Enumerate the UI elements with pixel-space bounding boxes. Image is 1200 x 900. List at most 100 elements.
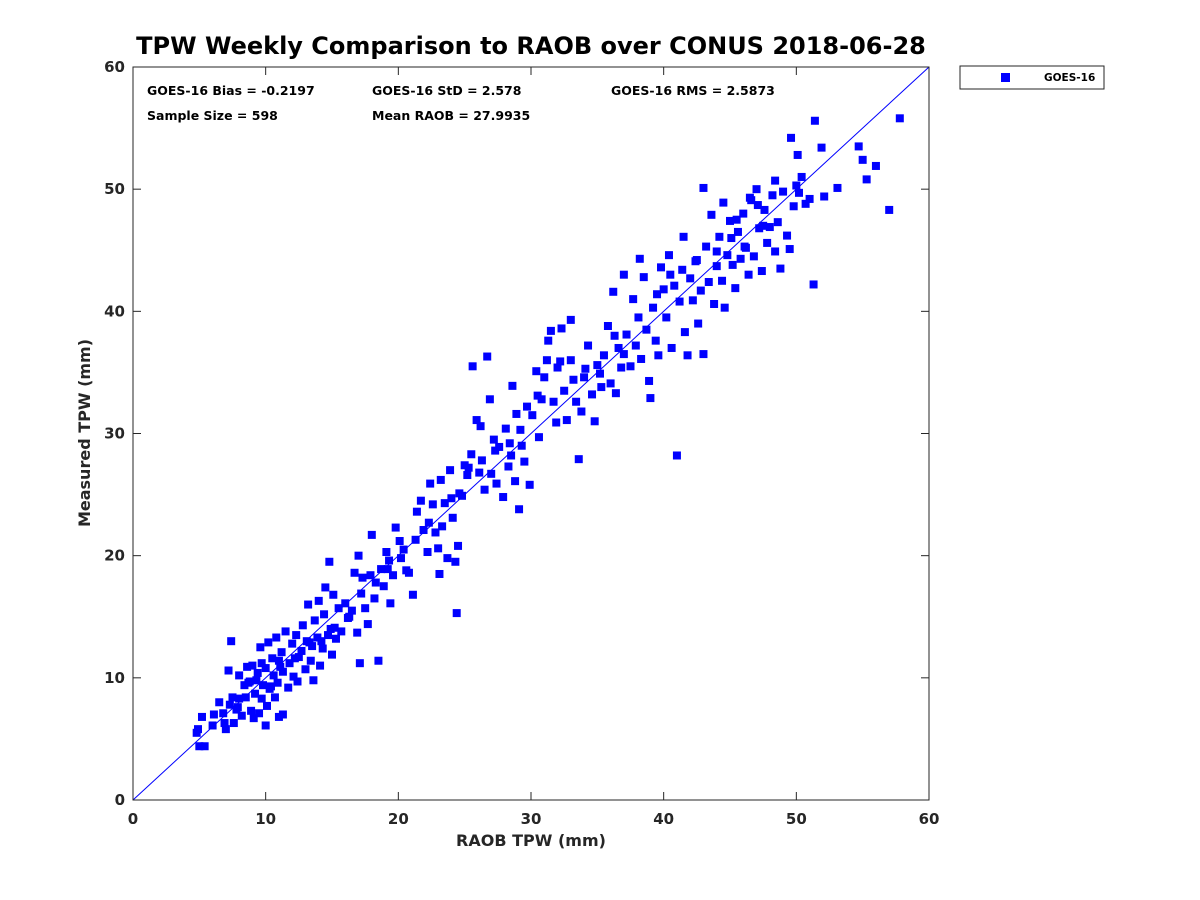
- data-point: [257, 694, 266, 703]
- data-point: [590, 417, 599, 426]
- data-point: [504, 462, 513, 471]
- data-point: [667, 343, 676, 352]
- data-point: [361, 604, 370, 613]
- data-point: [801, 199, 810, 208]
- data-point: [297, 646, 306, 655]
- data-point: [304, 600, 313, 609]
- data-point: [678, 265, 687, 274]
- data-point: [357, 589, 366, 598]
- data-point: [341, 599, 350, 608]
- std-annotation: GOES-16 StD = 2.578: [372, 83, 521, 98]
- data-point: [454, 541, 463, 550]
- data-point: [683, 351, 692, 360]
- data-point: [595, 369, 604, 378]
- data-point: [241, 693, 250, 702]
- data-point: [285, 659, 294, 668]
- data-point: [744, 270, 753, 279]
- data-point: [310, 616, 319, 625]
- stats-annotations: GOES-16 Bias = -0.2197 GOES-16 StD = 2.5…: [147, 83, 775, 123]
- data-point: [642, 325, 651, 334]
- data-point: [720, 303, 729, 312]
- data-point: [451, 557, 460, 566]
- data-point: [637, 354, 646, 363]
- data-point: [220, 719, 229, 728]
- data-point: [345, 612, 354, 621]
- data-point: [745, 193, 754, 202]
- data-point: [276, 662, 285, 671]
- data-point: [557, 324, 566, 333]
- data-point: [726, 216, 734, 225]
- data-point: [619, 350, 628, 359]
- data-point: [194, 725, 203, 734]
- x-axis-label: RAOB TPW (mm): [456, 831, 606, 850]
- data-point: [428, 500, 437, 509]
- data-point: [281, 627, 290, 636]
- data-point: [629, 295, 638, 304]
- data-point: [416, 496, 425, 505]
- data-point: [626, 362, 635, 371]
- data-point: [659, 285, 668, 294]
- data-point: [243, 662, 252, 671]
- data-point: [768, 191, 777, 200]
- data-point: [789, 202, 798, 211]
- data-point: [229, 719, 238, 728]
- data-point: [794, 188, 803, 197]
- data-point: [523, 402, 532, 411]
- data-point: [284, 683, 293, 692]
- data-point: [464, 463, 473, 472]
- x-tick-label: 10: [255, 810, 276, 828]
- y-tick-label: 50: [104, 180, 125, 198]
- data-point: [377, 565, 386, 574]
- y-tick-label: 60: [104, 58, 125, 76]
- data-point: [200, 742, 209, 751]
- data-point: [553, 363, 562, 372]
- data-point: [757, 267, 766, 276]
- data-point: [269, 671, 278, 680]
- data-point: [805, 194, 814, 203]
- plot-area: 0 10 20 30 40 50 60 0 10 20 30 40 50 60: [104, 58, 939, 828]
- mean-raob-annotation: Mean RAOB = 27.9935: [372, 108, 530, 123]
- data-point: [885, 205, 894, 214]
- data-point: [662, 313, 671, 322]
- data-point: [817, 143, 826, 152]
- data-point: [298, 621, 307, 630]
- x-tick-label: 40: [653, 810, 674, 828]
- data-point: [679, 232, 688, 241]
- data-point: [773, 218, 782, 227]
- data-point: [475, 468, 484, 477]
- data-point: [634, 313, 643, 322]
- data-point: [581, 364, 590, 373]
- data-point: [739, 209, 748, 218]
- data-point: [588, 390, 597, 399]
- data-point: [727, 234, 736, 243]
- data-point: [574, 455, 583, 464]
- data-point: [385, 556, 394, 565]
- data-point: [759, 221, 768, 230]
- data-point: [694, 319, 703, 328]
- data-point: [467, 450, 476, 459]
- data-point: [549, 397, 558, 406]
- data-point: [515, 505, 524, 514]
- data-point: [688, 296, 697, 305]
- sample-size-annotation: Sample Size = 598: [147, 108, 278, 123]
- data-point: [476, 422, 485, 431]
- data-point: [363, 620, 372, 629]
- data-point: [314, 596, 323, 605]
- data-point: [438, 522, 447, 531]
- data-point: [783, 231, 792, 240]
- data-point: [736, 254, 745, 263]
- bias-annotation: GOES-16 Bias = -0.2197: [147, 83, 315, 98]
- data-point: [395, 537, 404, 546]
- legend: GOES-16: [959, 65, 1105, 90]
- data-point: [480, 485, 489, 494]
- data-point: [760, 205, 769, 214]
- data-point: [270, 693, 279, 702]
- data-point: [424, 518, 433, 527]
- data-point: [540, 373, 549, 382]
- data-point: [483, 352, 492, 361]
- data-point: [692, 256, 701, 265]
- data-point: [305, 638, 314, 647]
- data-point: [209, 710, 218, 719]
- data-point: [237, 711, 246, 720]
